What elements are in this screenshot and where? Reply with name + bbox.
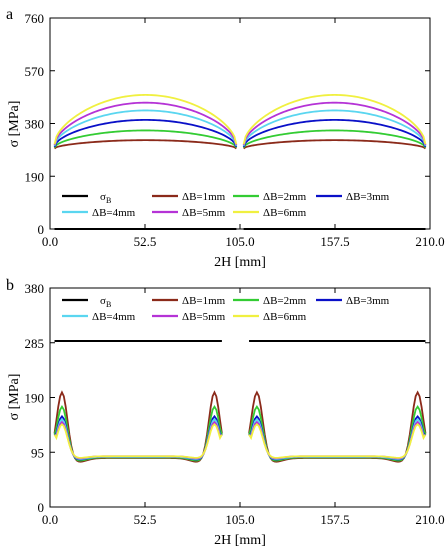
series-line-b1mm bbox=[53, 390, 223, 463]
series-line-b5mm bbox=[248, 420, 427, 460]
series-line-b4mm bbox=[242, 109, 427, 147]
y-tick-label: 285 bbox=[25, 336, 45, 351]
legend-label: σB bbox=[100, 295, 111, 309]
legend-label: ΔB=3mm bbox=[346, 191, 390, 203]
legend-label: ΔB=2mm bbox=[263, 191, 307, 203]
plot-area-b: 0.0 52.5 105.0 157.5 210.0 0 95 190 285 380 σB ΔB=1… bbox=[25, 281, 445, 527]
y-tick-label: 570 bbox=[25, 64, 45, 79]
series-line-b2mm bbox=[248, 405, 427, 462]
series-line-b6mm bbox=[53, 423, 223, 459]
series-line-b2mm bbox=[53, 404, 223, 462]
legend-label: σB bbox=[100, 191, 111, 205]
series-line-b5mm bbox=[53, 420, 223, 460]
panel-label-a: a bbox=[6, 6, 13, 23]
series-line-b3mm bbox=[53, 118, 238, 148]
panel-label-b: b bbox=[6, 277, 14, 294]
x-axis-label-b: 2H [mm] bbox=[214, 533, 266, 548]
legend-label: ΔB=6mm bbox=[263, 311, 307, 323]
series-line-b5mm bbox=[53, 101, 238, 146]
y-tick-label: 0 bbox=[38, 500, 45, 515]
y-tick-label: 760 bbox=[25, 11, 45, 26]
x-axis-label-a: 2H [mm] bbox=[214, 255, 266, 270]
chart-panel-a: a 0.0 52.5 105.0 157.5 210.0 0 190 380 570 760 σB Δ… bbox=[6, 6, 445, 270]
y-tick-label: 190 bbox=[25, 169, 45, 184]
x-tick-label: 210.0 bbox=[415, 234, 444, 249]
plot-frame-b bbox=[49, 287, 431, 508]
series-line-b2mm bbox=[53, 129, 238, 149]
series-line-b5mm bbox=[242, 101, 427, 146]
series-line-b6mm bbox=[242, 93, 427, 145]
series-line-b3mm bbox=[53, 414, 223, 461]
legend-label: ΔB=5mm bbox=[182, 207, 226, 219]
legend-label: ΔB=3mm bbox=[346, 295, 390, 307]
legend-label: ΔB=5mm bbox=[182, 311, 226, 323]
series-line-b4mm bbox=[53, 109, 238, 147]
legend-label: ΔB=1mm bbox=[182, 191, 226, 203]
series-line-b1mm bbox=[243, 139, 426, 150]
y-tick-label: 0 bbox=[38, 222, 45, 237]
series-line-b6mm bbox=[53, 93, 238, 145]
series-line-b1mm bbox=[54, 139, 237, 150]
y-tick-label: 190 bbox=[25, 391, 45, 406]
x-tick-label: 0.0 bbox=[42, 512, 58, 527]
plot-frame-a bbox=[49, 17, 431, 230]
x-tick-label: 52.5 bbox=[134, 234, 157, 249]
chart-panel-b: b 0.0 52.5 105.0 157.5 210.0 0 95 190 285 380 σB ΔB… bbox=[6, 277, 445, 548]
x-tick-label: 0.0 bbox=[42, 234, 58, 249]
x-tick-label: 157.5 bbox=[320, 234, 349, 249]
legend-label: ΔB=6mm bbox=[263, 207, 307, 219]
series-line-b3mm bbox=[242, 118, 427, 148]
y-tick-label: 95 bbox=[31, 445, 44, 460]
plot-area-a: 0.0 52.5 105.0 157.5 210.0 0 190 380 570 760 σB ΔB=… bbox=[25, 11, 445, 249]
legend-label: ΔB=2mm bbox=[263, 295, 307, 307]
x-tick-label: 157.5 bbox=[320, 512, 349, 527]
series-line-b2mm bbox=[242, 129, 427, 149]
series-line-b6mm bbox=[248, 423, 427, 459]
series-line-b4mm bbox=[54, 417, 222, 460]
x-tick-label: 52.5 bbox=[134, 512, 157, 527]
legend-label: ΔB=4mm bbox=[92, 311, 136, 323]
x-tick-label: 105.0 bbox=[225, 512, 254, 527]
y-axis-label-a: σ [MPa] bbox=[7, 101, 22, 148]
series-line-b1mm bbox=[248, 390, 427, 463]
legend-label: ΔB=4mm bbox=[92, 207, 136, 219]
y-tick-label: 380 bbox=[25, 117, 45, 132]
legend-label: ΔB=1mm bbox=[182, 295, 226, 307]
x-tick-label: 210.0 bbox=[415, 512, 444, 527]
y-tick-label: 380 bbox=[25, 281, 45, 296]
y-axis-label-b: σ [MPa] bbox=[7, 374, 22, 421]
series-line-b3mm bbox=[248, 414, 427, 461]
x-tick-label: 105.0 bbox=[225, 234, 254, 249]
series-line-b4mm bbox=[248, 417, 426, 460]
